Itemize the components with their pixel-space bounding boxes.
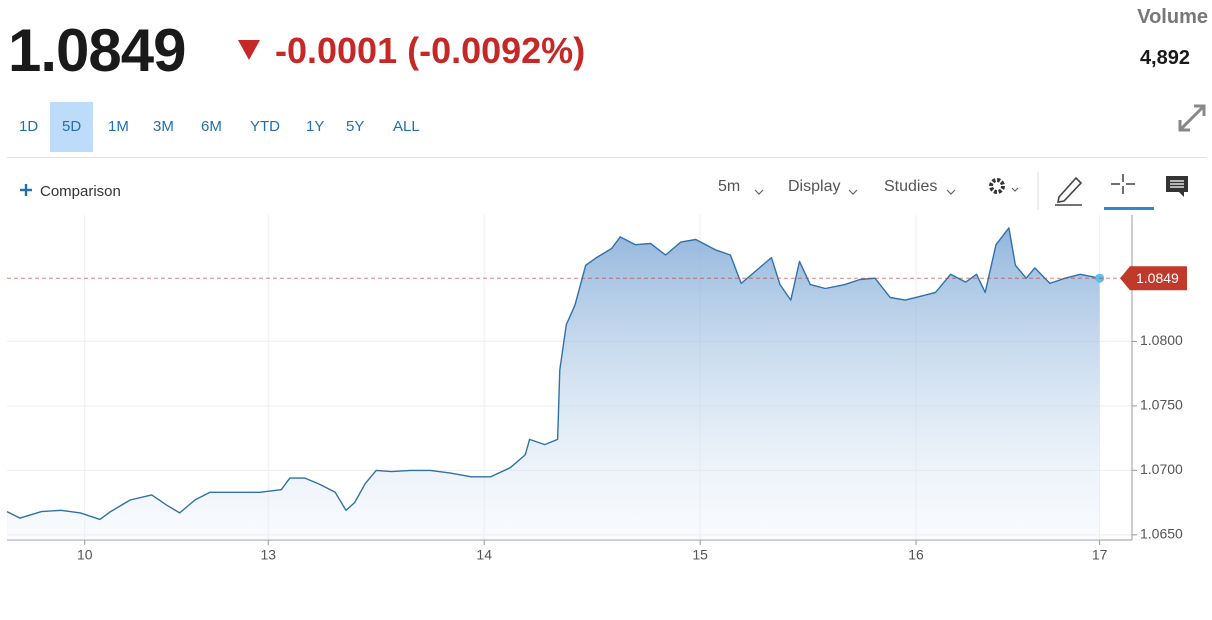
draw-icon[interactable] bbox=[1055, 176, 1083, 206]
down-arrow bbox=[238, 40, 260, 60]
chevron bbox=[754, 189, 764, 195]
settings-icon[interactable] bbox=[989, 178, 1005, 194]
studies-button[interactable]: Studies bbox=[884, 178, 938, 195]
comment-icon[interactable] bbox=[1166, 176, 1188, 197]
x-tick-label: 16 bbox=[908, 547, 924, 563]
active-tool-underline bbox=[1104, 207, 1154, 210]
range-button[interactable]: 5D bbox=[50, 102, 94, 152]
range-button[interactable]: 6M bbox=[201, 118, 222, 135]
crosshair-icon[interactable] bbox=[1111, 174, 1135, 194]
chevron bbox=[946, 189, 956, 195]
interval-button[interactable]: 5m bbox=[718, 178, 741, 195]
toolbar-icons bbox=[754, 172, 1188, 210]
chevron bbox=[1011, 187, 1019, 192]
chevron bbox=[848, 189, 858, 195]
range-button[interactable]: ALL bbox=[393, 118, 420, 135]
range-button[interactable]: 5Y bbox=[346, 118, 365, 135]
expand-icon[interactable] bbox=[1176, 102, 1208, 134]
price: 1.0849 bbox=[8, 17, 187, 84]
range-button[interactable]: YTD bbox=[250, 118, 280, 135]
x-tick-label: 10 bbox=[77, 547, 93, 563]
range-button[interactable]: 1D bbox=[19, 118, 39, 135]
last-value-tag bbox=[1120, 266, 1187, 291]
volume: 4,892 bbox=[1139, 47, 1190, 69]
price-line bbox=[6, 227, 1100, 521]
last-value-label: 1.0849 bbox=[1136, 270, 1179, 286]
divider bbox=[7, 157, 1207, 158]
range-button[interactable]: 1M bbox=[108, 118, 129, 135]
display-button[interactable]: Display bbox=[788, 178, 841, 195]
area bbox=[7, 227, 1100, 540]
x-tick-label: 17 bbox=[1092, 547, 1108, 563]
x-tick-label: 14 bbox=[476, 547, 492, 563]
range-button[interactable]: 1Y bbox=[306, 118, 325, 135]
y-tick-label: 1.0800 bbox=[1140, 332, 1183, 348]
x-tick-label: 15 bbox=[692, 547, 708, 563]
comparison-button[interactable]: Comparison bbox=[40, 183, 121, 200]
range-button[interactable]: 3M bbox=[153, 118, 174, 135]
price-change: -0.0001 (-0.0092%) bbox=[275, 30, 586, 71]
plus-icon[interactable] bbox=[19, 183, 33, 197]
y-tick-label: 1.0750 bbox=[1140, 397, 1183, 413]
y-tick-label: 1.0700 bbox=[1140, 461, 1183, 477]
y-tick-label: 1.0650 bbox=[1140, 526, 1183, 542]
x-tick-label: 13 bbox=[260, 547, 276, 563]
volume-label: Volume bbox=[1137, 6, 1208, 28]
